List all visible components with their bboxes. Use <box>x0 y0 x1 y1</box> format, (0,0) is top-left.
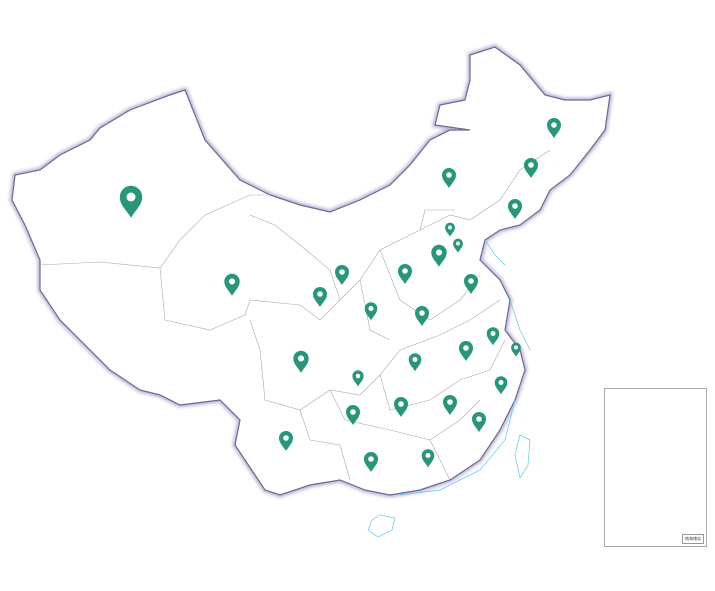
map-marker-icon[interactable] <box>421 449 435 468</box>
map-marker-icon[interactable] <box>453 238 463 253</box>
rivers-coast <box>367 239 531 538</box>
map-marker-icon[interactable] <box>119 185 143 218</box>
map-marker-icon[interactable] <box>431 244 447 267</box>
south-china-sea-inset: 南海诸岛 <box>604 388 707 547</box>
map-marker-icon[interactable] <box>408 353 422 372</box>
marker-layer <box>119 118 561 472</box>
map-marker-icon[interactable] <box>508 199 522 219</box>
map-marker-icon[interactable] <box>486 327 500 346</box>
map-marker-icon[interactable] <box>293 350 309 373</box>
map-marker-icon[interactable] <box>464 274 478 294</box>
map-marker-icon[interactable] <box>415 306 429 326</box>
map-marker-icon[interactable] <box>224 273 240 296</box>
map-marker-icon[interactable] <box>313 287 327 307</box>
map-marker-icon[interactable] <box>352 370 364 387</box>
map-marker-icon[interactable] <box>364 302 378 321</box>
map-marker-icon[interactable] <box>459 341 473 361</box>
map-marker-icon[interactable] <box>524 158 538 178</box>
map-marker-icon[interactable] <box>472 412 486 432</box>
map-marker-icon[interactable] <box>547 118 561 138</box>
map-marker-icon[interactable] <box>442 168 456 188</box>
map-marker-icon[interactable] <box>335 265 349 285</box>
map-marker-icon[interactable] <box>346 405 360 425</box>
map-marker-icon[interactable] <box>279 431 293 451</box>
map-marker-icon[interactable] <box>394 397 408 417</box>
map-marker-icon[interactable] <box>364 452 378 472</box>
map-marker-icon[interactable] <box>445 222 455 237</box>
country-outline <box>11 46 611 496</box>
province-borders <box>39 149 551 481</box>
map-marker-icon[interactable] <box>398 264 412 284</box>
map-marker-icon[interactable] <box>443 395 457 415</box>
inset-label: 南海诸岛 <box>682 534 704 544</box>
map-marker-icon[interactable] <box>494 376 508 395</box>
map-marker-icon[interactable] <box>511 342 521 357</box>
